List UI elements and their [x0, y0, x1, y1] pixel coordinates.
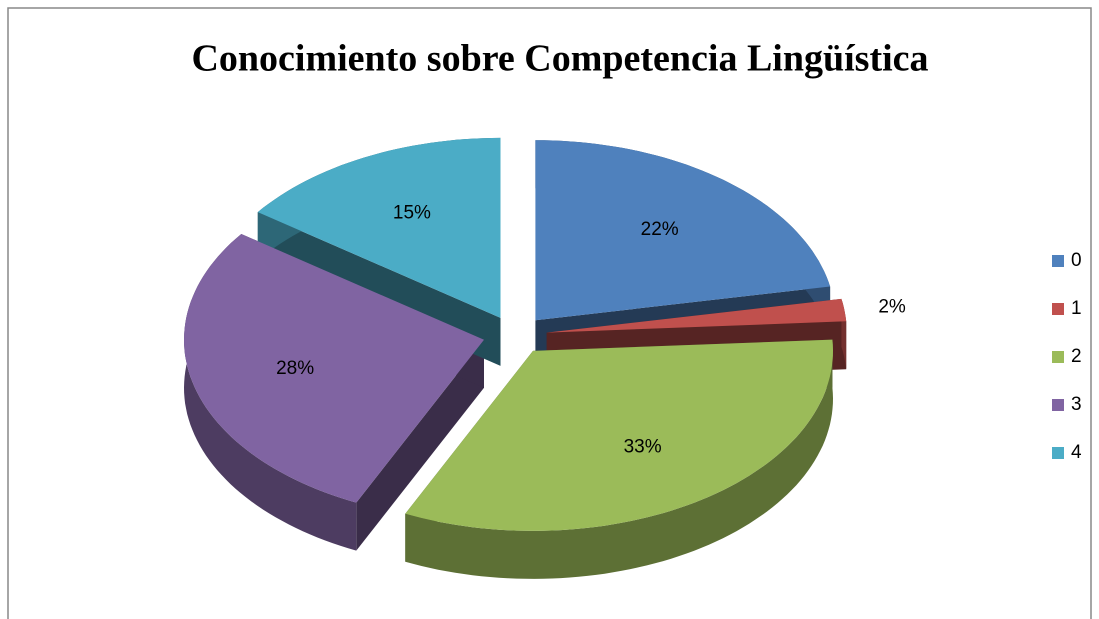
chart-border: [7, 7, 1092, 619]
data-label: 33%: [624, 437, 662, 458]
legend-label: 1: [1071, 298, 1082, 319]
legend-swatch: [1052, 351, 1064, 363]
legend-label: 2: [1071, 346, 1082, 367]
slice-rim: [405, 339, 833, 579]
data-label: 28%: [276, 358, 314, 379]
slice: [546, 298, 847, 333]
legend-label: 4: [1071, 442, 1082, 463]
slice: [535, 140, 831, 321]
data-label: 15%: [393, 203, 431, 224]
slice: [257, 137, 501, 318]
legend-label: 0: [1071, 250, 1082, 271]
chart-title: Conocimiento sobre Competencia Lingüísti…: [191, 38, 928, 80]
legend-swatch: [1052, 447, 1064, 459]
legend-swatch: [1052, 303, 1064, 315]
legend-swatch: [1052, 399, 1064, 411]
slice: [405, 339, 833, 531]
data-label: 22%: [641, 219, 679, 240]
legend-swatch: [1052, 255, 1064, 267]
slice-wall: [356, 339, 484, 551]
slice-rim: [184, 234, 357, 551]
legend-label: 3: [1071, 394, 1082, 415]
data-label: 2%: [878, 296, 906, 317]
slice: [184, 234, 484, 503]
